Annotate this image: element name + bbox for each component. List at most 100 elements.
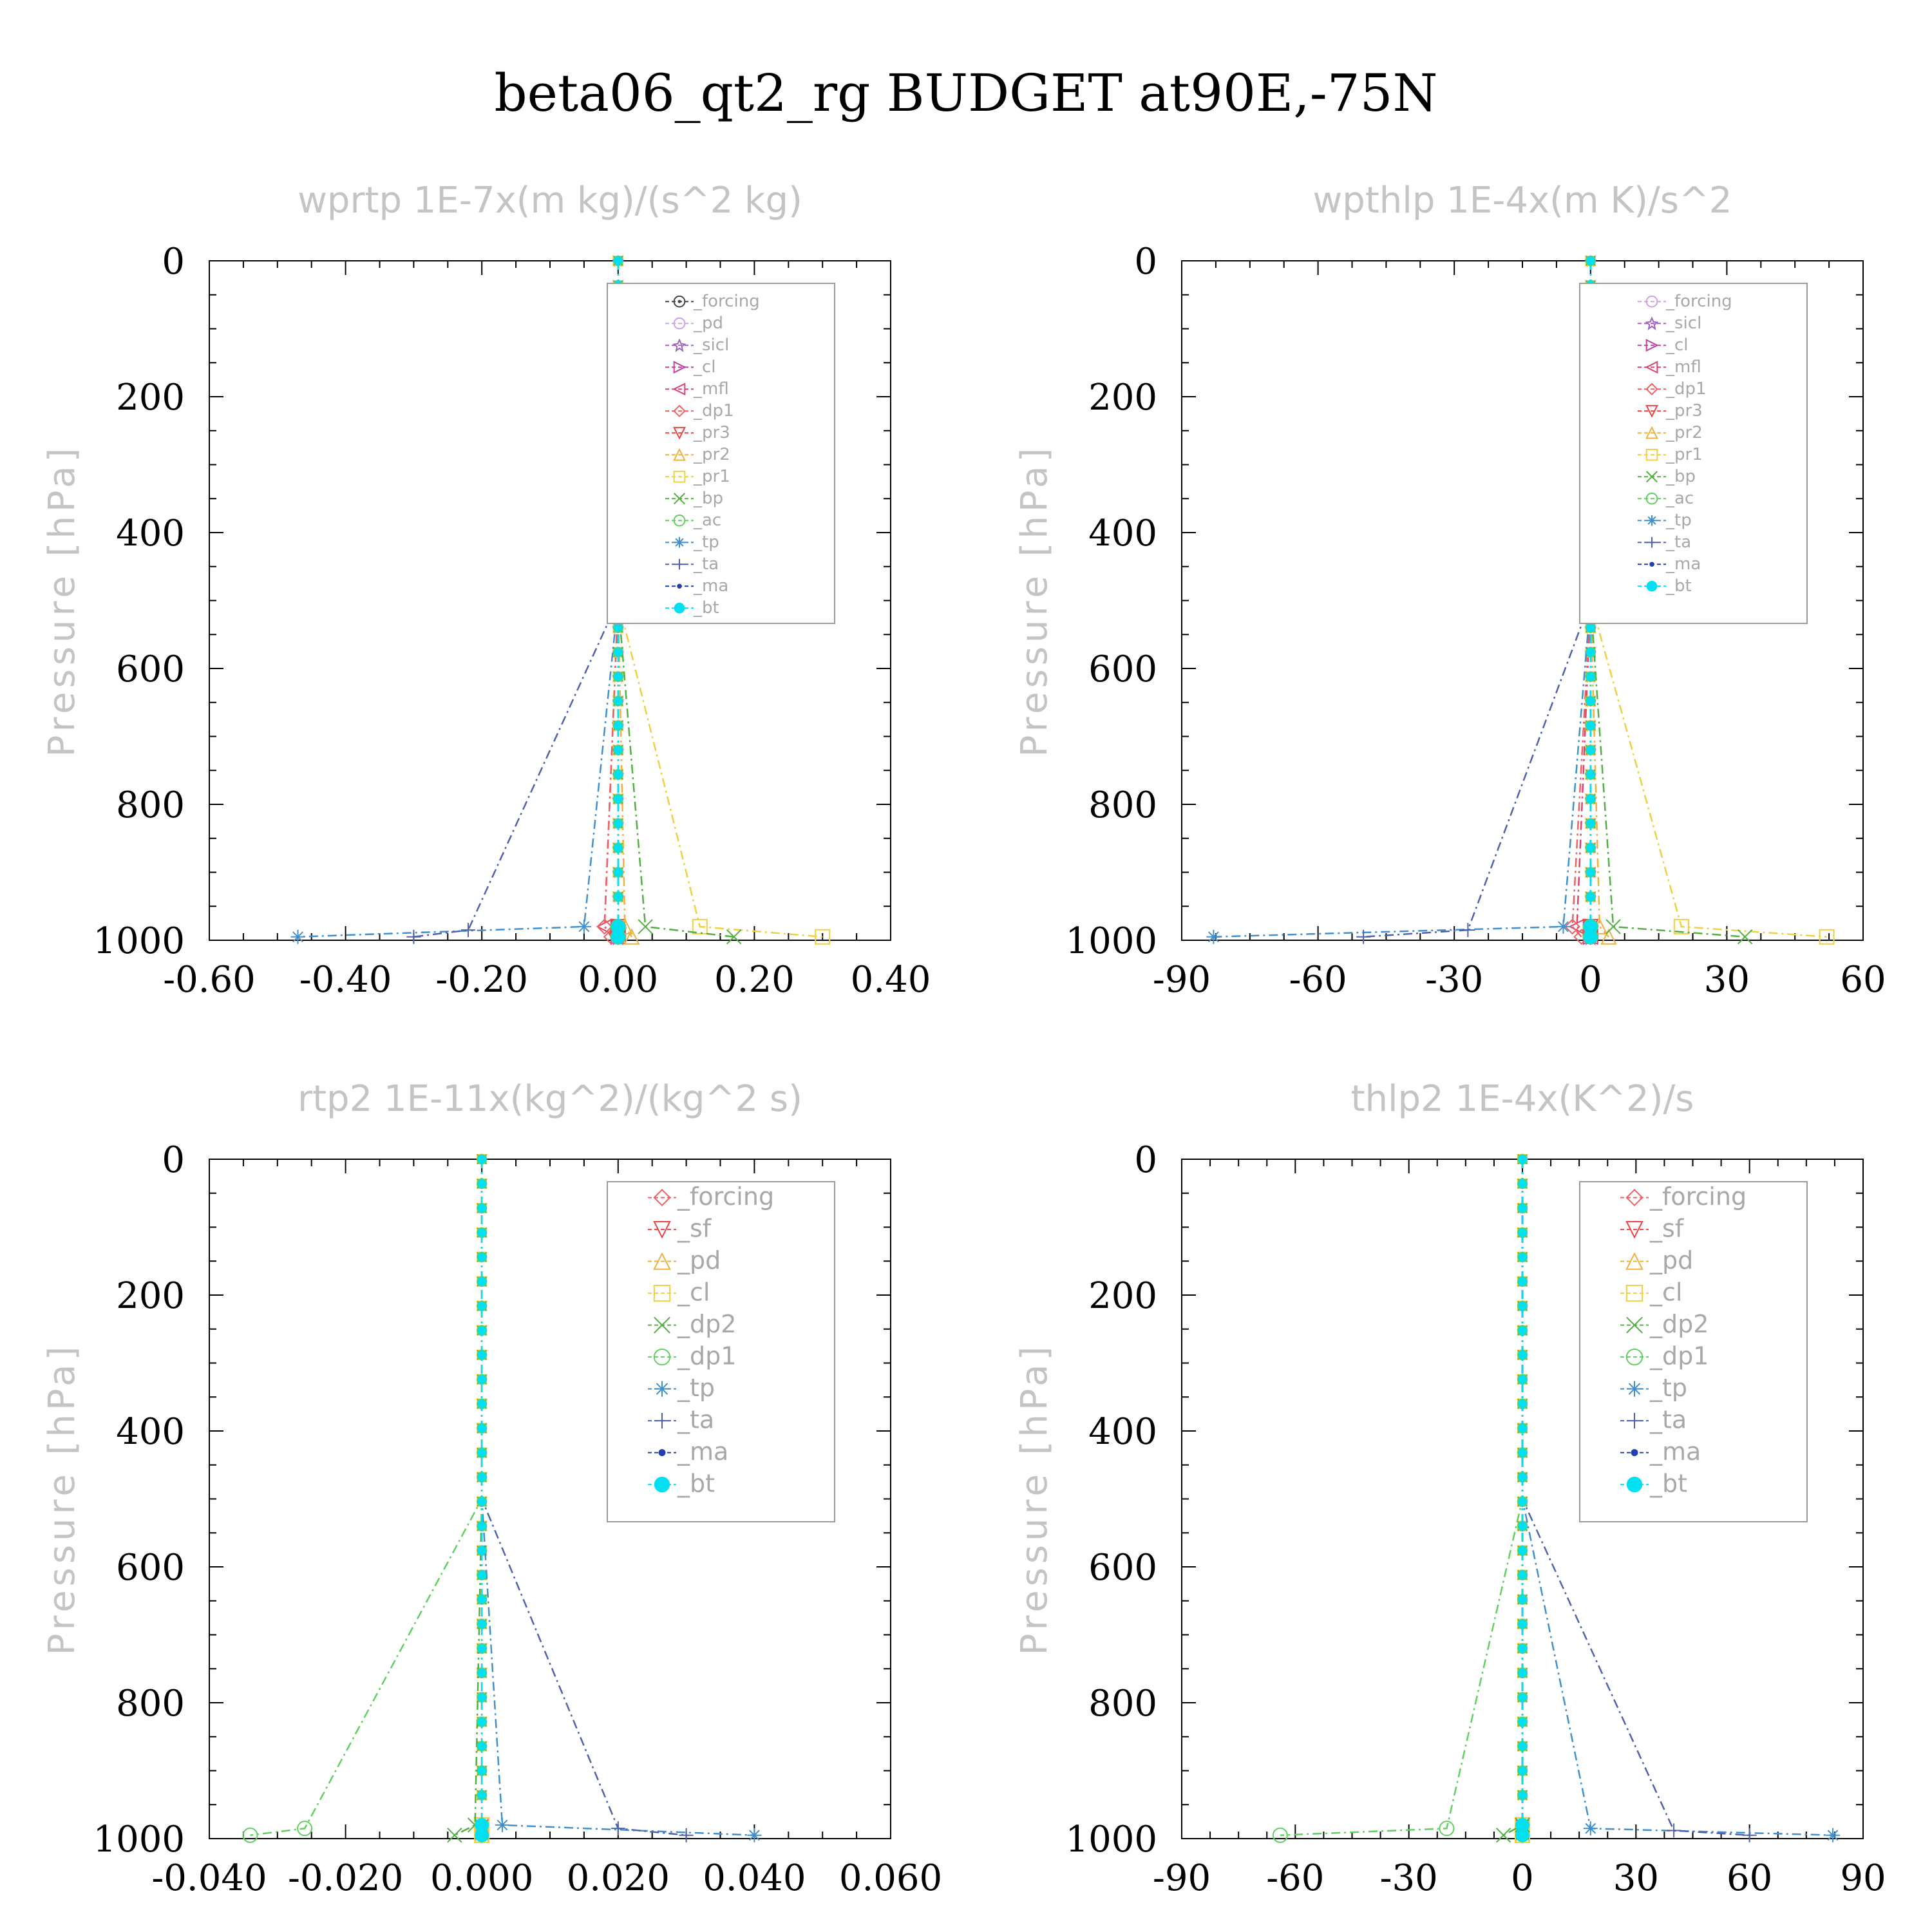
panel-4: thlp2 1E-4x(K^2)/s Pressure [hPa] -90 -60 -3… bbox=[1014, 1078, 1886, 1899]
legend-label: _ta bbox=[1649, 1406, 1687, 1434]
legend-label: _ta bbox=[1665, 533, 1691, 552]
legend-marker bbox=[1645, 316, 1659, 330]
panel-title: wpthlp 1E-4x(m K)/s^2 bbox=[1312, 180, 1732, 222]
data-point bbox=[1495, 1828, 1511, 1843]
data-point bbox=[1518, 1619, 1527, 1629]
data-point bbox=[1518, 1252, 1527, 1262]
data-point bbox=[477, 1325, 487, 1335]
data-point bbox=[461, 923, 476, 938]
y-tick-label: 1000 bbox=[1065, 920, 1157, 962]
legend-label: _ac bbox=[693, 511, 721, 530]
data-point bbox=[613, 256, 623, 265]
y-tick-label: 400 bbox=[116, 1411, 185, 1453]
legend-label: _ac bbox=[1665, 489, 1694, 508]
data-point bbox=[1564, 918, 1581, 935]
y-axis-label: Pressure [hPa] bbox=[1014, 444, 1056, 757]
legend-marker bbox=[653, 1189, 671, 1207]
data-point bbox=[1586, 770, 1595, 779]
legend-marker bbox=[654, 1412, 670, 1429]
panel-title: wprtp 1E-7x(m kg)/(s^2 kg) bbox=[298, 180, 802, 222]
legend-label: _pd bbox=[1649, 1246, 1693, 1274]
legend-label: _dp1 bbox=[1665, 379, 1707, 399]
data-point bbox=[611, 929, 625, 944]
legend-marker bbox=[1625, 1252, 1643, 1270]
data-point bbox=[1586, 794, 1595, 804]
data-point bbox=[1518, 1374, 1527, 1384]
legend-box bbox=[607, 283, 835, 624]
legend-marker bbox=[1646, 515, 1658, 526]
series-tp bbox=[290, 256, 623, 944]
data-point bbox=[576, 919, 591, 934]
legend-marker bbox=[674, 536, 685, 548]
data-point bbox=[477, 1692, 487, 1702]
legend-label: _sicl bbox=[693, 336, 729, 355]
legend: _forcing _pd _sicl _cl_mfl_dp1 _pr3 _pr2 _pr1 _… bbox=[607, 283, 835, 624]
x-tick-label: -0.040 bbox=[151, 1857, 267, 1899]
y-tick-label: 200 bbox=[116, 1275, 185, 1317]
data-point bbox=[477, 1766, 487, 1776]
y-tick-label: 400 bbox=[1088, 1411, 1157, 1453]
y-tick-label: 0 bbox=[162, 1139, 185, 1181]
data-point bbox=[1518, 1546, 1527, 1555]
data-point bbox=[477, 1595, 487, 1604]
y-tick-label: 400 bbox=[116, 513, 185, 554]
legend-label: _bt bbox=[1649, 1470, 1687, 1498]
data-point bbox=[613, 745, 623, 755]
x-tick-label: 0 bbox=[1511, 1857, 1534, 1899]
legend-label: _bt bbox=[1665, 576, 1692, 596]
legend-label: _forcing bbox=[1649, 1182, 1747, 1211]
data-point bbox=[613, 647, 623, 657]
y-axis-label: Pressure [hPa] bbox=[41, 1343, 83, 1656]
panel-2: wpthlp 1E-4x(m K)/s^2 Pressure [hPa] -90 -6… bbox=[1014, 180, 1886, 1001]
data-point bbox=[477, 1423, 487, 1433]
y-tick-label: 1000 bbox=[1065, 1819, 1157, 1861]
data-point bbox=[1586, 843, 1595, 853]
data-point bbox=[1518, 1692, 1527, 1702]
data-point bbox=[1518, 1497, 1527, 1506]
legend: _forcing _sicl _cl _mfl_dp1_pr3 _pr2 _pr1 _bp _… bbox=[1579, 283, 1808, 624]
legend-marker bbox=[1645, 448, 1658, 461]
series-bt bbox=[1515, 1155, 1530, 1842]
legend-marker bbox=[1626, 1381, 1643, 1397]
legend-label: _ta bbox=[677, 1406, 714, 1434]
series-line bbox=[1280, 1159, 1524, 1836]
legend-label: _ma bbox=[677, 1437, 728, 1466]
legend-label: _forcing bbox=[693, 292, 760, 311]
series-ta bbox=[1356, 256, 1595, 944]
series-ta bbox=[406, 256, 623, 944]
legend: _forcing _sf _pd _cl _dp2 _dp1 _tp _ta _ma _bt bbox=[607, 1181, 835, 1522]
data-point bbox=[447, 1828, 462, 1843]
data-point bbox=[290, 929, 305, 944]
legend-marker bbox=[673, 470, 686, 483]
y-tick-label: 800 bbox=[1088, 1683, 1157, 1725]
legend-label: _pr2 bbox=[693, 445, 730, 464]
legend-label: _pr1 bbox=[693, 467, 730, 486]
legend-marker bbox=[1646, 536, 1658, 548]
data-point bbox=[1518, 1472, 1527, 1482]
legend-marker bbox=[673, 317, 686, 330]
x-tick-label: -30 bbox=[1425, 959, 1483, 1001]
y-tick-label: 1000 bbox=[93, 1819, 185, 1861]
data-point bbox=[477, 1179, 487, 1188]
legend-marker bbox=[1626, 1476, 1643, 1493]
y-tick-label: 0 bbox=[162, 241, 185, 283]
y-tick-label: 400 bbox=[1088, 513, 1157, 554]
legend-marker bbox=[1645, 404, 1658, 418]
data-point bbox=[1518, 1399, 1527, 1408]
legend-label: _bt bbox=[677, 1470, 715, 1498]
series-line bbox=[413, 261, 620, 938]
x-tick-label: 90 bbox=[1840, 1857, 1886, 1899]
data-point bbox=[613, 867, 623, 877]
panel-title: rtp2 1E-11x(kg^2)/(kg^2 s) bbox=[298, 1078, 802, 1120]
legend-label: _pr2 bbox=[1665, 423, 1703, 442]
data-point bbox=[1206, 929, 1221, 944]
data-point bbox=[1586, 721, 1595, 730]
legend-label: _tp bbox=[693, 533, 719, 552]
data-point bbox=[1819, 929, 1835, 945]
legend-label: _mfl bbox=[1665, 357, 1701, 377]
data-point bbox=[1518, 1155, 1527, 1164]
x-tick-label: 0.40 bbox=[851, 959, 931, 1001]
data-point bbox=[1518, 1179, 1527, 1188]
legend-marker bbox=[1645, 471, 1658, 483]
legend-marker bbox=[673, 493, 686, 505]
